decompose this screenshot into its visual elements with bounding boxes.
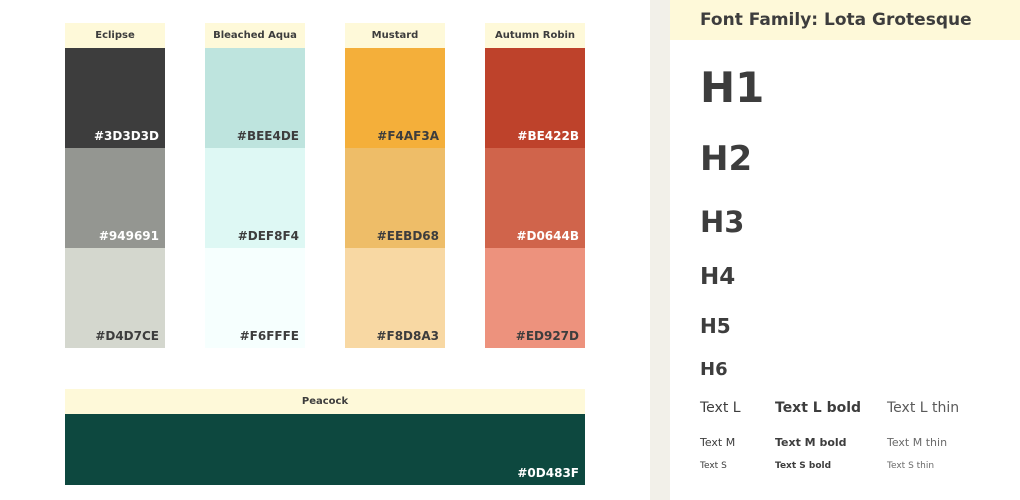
hex-code: #ED927D — [515, 329, 579, 343]
palette-column-eclipse: Eclipse #3D3D3D #949691 #D4D7CE — [65, 23, 165, 348]
hex-code: #F6FFFE — [239, 329, 299, 343]
color-swatch: #3D3D3D — [65, 48, 165, 148]
hex-code: #DEF8F4 — [237, 229, 299, 243]
hex-code: #BE422B — [517, 129, 579, 143]
color-swatch: #D4D7CE — [65, 248, 165, 348]
hex-code: #EEBD68 — [376, 229, 439, 243]
color-swatch: #F8D8A3 — [345, 248, 445, 348]
palette-column-title: Eclipse — [65, 23, 165, 48]
heading-sample-h2: H2 — [700, 139, 753, 179]
color-swatch: #F4AF3A — [345, 48, 445, 148]
palette-column-title: Mustard — [345, 23, 445, 48]
color-swatch: #0D483F — [65, 414, 585, 485]
palette-column-autumn-robin: Autumn Robin #BE422B #D0644B #ED927D — [485, 23, 585, 348]
text-sample-m-thin: Text M thin — [887, 436, 948, 449]
hex-code: #F4AF3A — [377, 129, 439, 143]
text-sample-l: Text L — [700, 400, 741, 416]
color-swatch: #949691 — [65, 148, 165, 248]
text-sample-m: Text M — [700, 436, 736, 449]
color-swatch: #DEF8F4 — [205, 148, 305, 248]
palette-column-peacock: Peacock #0D483F — [65, 389, 585, 485]
color-palette: Eclipse #3D3D3D #949691 #D4D7CE Bleached… — [65, 23, 585, 485]
panel-divider — [650, 0, 670, 500]
color-swatch: #D0644B — [485, 148, 585, 248]
hex-code: #3D3D3D — [94, 129, 159, 143]
text-sample-m-bold: Text M bold — [775, 436, 847, 449]
heading-sample-h3: H3 — [700, 205, 745, 239]
hex-code: #D0644B — [516, 229, 579, 243]
heading-sample-h1: H1 — [700, 63, 765, 112]
color-swatch: #EEBD68 — [345, 148, 445, 248]
color-swatch: #ED927D — [485, 248, 585, 348]
text-sample-s: Text S — [700, 461, 727, 471]
hex-code: #0D483F — [517, 466, 579, 480]
text-sample-l-bold: Text L bold — [775, 400, 862, 416]
palette-column-title: Peacock — [65, 389, 585, 414]
color-swatch: #BE422B — [485, 48, 585, 148]
typography-panel: Font Family: Lota Grotesque H1 H2 H3 H4 … — [670, 0, 1020, 500]
text-sample-l-thin: Text L thin — [887, 400, 960, 416]
heading-sample-h5: H5 — [700, 314, 731, 338]
color-swatch: #BEE4DE — [205, 48, 305, 148]
hex-code: #BEE4DE — [236, 129, 299, 143]
hex-code: #D4D7CE — [95, 329, 159, 343]
palette-column-title: Autumn Robin — [485, 23, 585, 48]
palette-column-mustard: Mustard #F4AF3A #EEBD68 #F8D8A3 — [345, 23, 445, 348]
text-sample-s-thin: Text S thin — [887, 461, 935, 471]
heading-sample-h4: H4 — [700, 264, 736, 290]
heading-sample-h6: H6 — [700, 359, 728, 380]
text-sample-s-bold: Text S bold — [775, 461, 832, 471]
color-swatch: #F6FFFE — [205, 248, 305, 348]
font-family-title: Font Family: Lota Grotesque — [670, 0, 1020, 40]
hex-code: #949691 — [98, 229, 159, 243]
palette-column-bleached-aqua: Bleached Aqua #BEE4DE #DEF8F4 #F6FFFE — [205, 23, 305, 348]
palette-column-title: Bleached Aqua — [205, 23, 305, 48]
hex-code: #F8D8A3 — [376, 329, 439, 343]
